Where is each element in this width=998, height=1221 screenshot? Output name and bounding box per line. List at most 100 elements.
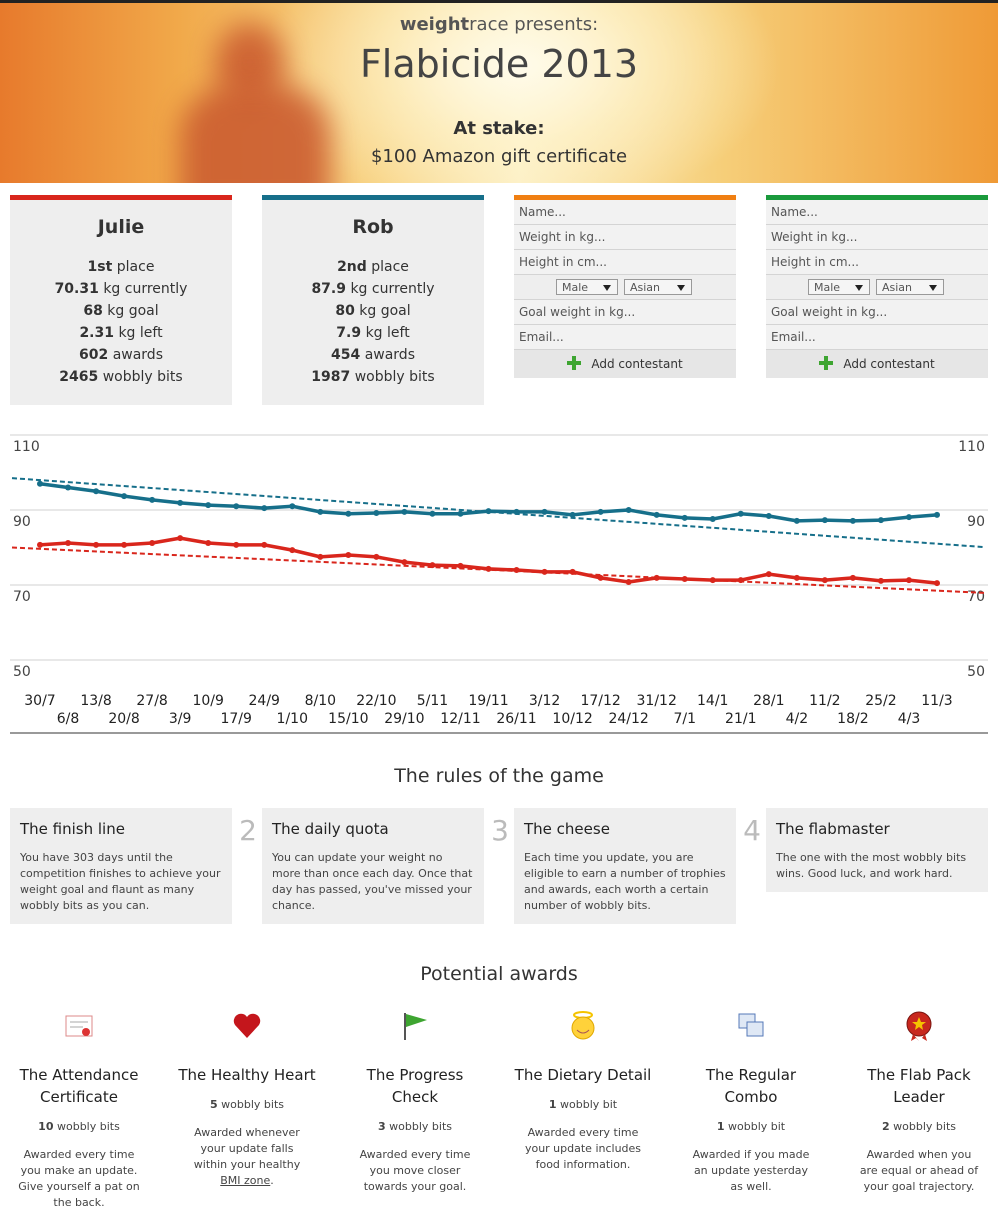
- award-description: Awarded every time your update includes …: [524, 1126, 642, 1171]
- weight-point: [597, 574, 604, 581]
- weight-point: [317, 553, 324, 560]
- input-field[interactable]: Email...: [766, 325, 988, 350]
- input-field[interactable]: Name...: [766, 200, 988, 225]
- weight-point: [653, 574, 660, 581]
- bmi-link[interactable]: BMI zone: [220, 1174, 271, 1187]
- points-unit: wobbly bit: [728, 1120, 786, 1133]
- stat: 2nd place: [262, 256, 484, 278]
- weight-point: [934, 580, 940, 587]
- y-tick-label: 70: [13, 589, 31, 605]
- weight-point: [121, 493, 128, 500]
- ethnicity-select[interactable]: Asian: [624, 279, 692, 295]
- weight-chart: 50 50 70 70 90 90 110 110 30/76/813/8 20/8 27/83/9…: [10, 434, 988, 734]
- rule-card: The daily quota You can update your weigh…: [262, 808, 484, 924]
- rule-text: You have 303 days until the competition …: [20, 851, 221, 912]
- button-label: Add contestant: [591, 357, 683, 371]
- points-unit: wobbly bits: [389, 1120, 452, 1133]
- award-description: Awarded every time you move closer towar…: [359, 1148, 471, 1193]
- award-icon: [404, 1013, 427, 1040]
- weight-point: [345, 510, 352, 517]
- weight-point: [149, 540, 156, 546]
- award-name: The Regular Combo: [705, 1066, 797, 1106]
- add-contestant-form: Name... Weight in kg... Height in cm... Mal…: [766, 195, 988, 378]
- weight-point: [681, 576, 688, 582]
- rule-number: 2: [239, 814, 257, 847]
- rule-text: The one with the most wobbly bits wins. …: [776, 851, 967, 880]
- weight-point: [905, 514, 912, 521]
- rule-card: The flabmaster The one with the most wobb…: [766, 808, 988, 892]
- x-tick-label: 7/1: [673, 711, 696, 727]
- weight-point: [681, 514, 688, 521]
- weight-point: [457, 510, 464, 517]
- plus-v: [824, 356, 829, 370]
- stat-label: wobbly bits: [354, 369, 435, 385]
- award: The Dietary Detail 1 wobbly bit Awarded ev…: [513, 1010, 653, 1173]
- weight-point: [541, 508, 548, 515]
- stat-value: 2nd: [337, 259, 367, 275]
- x-tick-label: 28/1: [753, 693, 784, 709]
- points-unit: wobbly bits: [56, 1120, 120, 1133]
- x-tick-label: 11/2: [809, 693, 840, 709]
- stat: 454 awards: [262, 344, 484, 366]
- weight-point: [233, 503, 240, 510]
- add-button[interactable]: Add contestant: [514, 350, 736, 378]
- award: The Attendance Certificate 10 wobbly bits…: [9, 1010, 149, 1211]
- weight-point: [485, 508, 492, 515]
- award-text: Awarded every time your update includes …: [521, 1125, 645, 1173]
- stat-value: 80: [335, 303, 355, 319]
- weight-point: [513, 508, 520, 515]
- stat-value: 602: [79, 347, 109, 363]
- add-button[interactable]: Add contestant: [766, 350, 988, 378]
- weight-point: [765, 513, 772, 519]
- input-field[interactable]: Weight in kg...: [514, 225, 736, 250]
- x-tick-label: 27/8: [136, 693, 167, 709]
- stat-value: 1987: [311, 369, 351, 385]
- x-tick-label: 30/7: [24, 693, 55, 709]
- input-field[interactable]: Weight in kg...: [766, 225, 988, 250]
- x-tick-label: 26/11: [496, 711, 536, 727]
- weight-point: [205, 502, 212, 509]
- input-field[interactable]: Height in cm...: [766, 250, 988, 275]
- weight-point: [765, 571, 772, 578]
- stat: 1st place: [10, 256, 232, 278]
- award-points: 1 wobbly bit: [513, 1098, 653, 1111]
- x-tick-label: 20/8: [108, 711, 139, 727]
- input-field[interactable]: Email...: [514, 325, 736, 350]
- y-tick-label-right: 110: [958, 439, 985, 455]
- top-bar: [0, 0, 998, 3]
- award-points: 3 wobbly bits: [345, 1120, 485, 1133]
- y-tick-label: 50: [13, 664, 31, 680]
- stat-label: kg left: [118, 325, 163, 341]
- stat: 87.9 kg currently: [262, 278, 484, 300]
- award-icon: [571, 1011, 595, 1040]
- ethnicity-select[interactable]: Asian: [876, 279, 944, 295]
- rule-text: Each time you update, you are eligible t…: [524, 851, 726, 912]
- award-text: Awarded when you are equal or ahead of y…: [857, 1147, 981, 1195]
- weight-point: [37, 480, 43, 487]
- sex-select[interactable]: Male: [808, 279, 870, 295]
- weight-point: [849, 574, 856, 581]
- select-row: Male Asian: [766, 275, 988, 300]
- y-tick-label: 110: [13, 439, 40, 455]
- points-unit: wobbly bits: [221, 1098, 284, 1111]
- weight-point: [177, 535, 184, 542]
- weight-point: [737, 577, 744, 584]
- input-field[interactable]: Name...: [514, 200, 736, 225]
- stat-value: 70.31: [54, 281, 99, 297]
- stat-label: kg goal: [107, 303, 159, 319]
- stat-value: 2.31: [79, 325, 114, 341]
- add-contestant-form: Name... Weight in kg... Height in cm... Mal…: [514, 195, 736, 378]
- weight-point: [149, 496, 156, 503]
- x-tick-label: 19/11: [468, 693, 508, 709]
- contestant-name: Julie: [97, 216, 145, 238]
- stat-label: kg currently: [350, 281, 435, 297]
- hero-figure-body: [180, 83, 330, 183]
- sex-select[interactable]: Male: [556, 279, 618, 295]
- input-field[interactable]: Height in cm...: [514, 250, 736, 275]
- input-field[interactable]: Goal weight in kg...: [514, 300, 736, 325]
- award-icon: [906, 1011, 932, 1041]
- stat: 80 kg goal: [262, 300, 484, 322]
- award-text: Awarded if you made an update yesterday …: [689, 1147, 813, 1195]
- input-field[interactable]: Goal weight in kg...: [766, 300, 988, 325]
- points-value: 2: [882, 1120, 890, 1133]
